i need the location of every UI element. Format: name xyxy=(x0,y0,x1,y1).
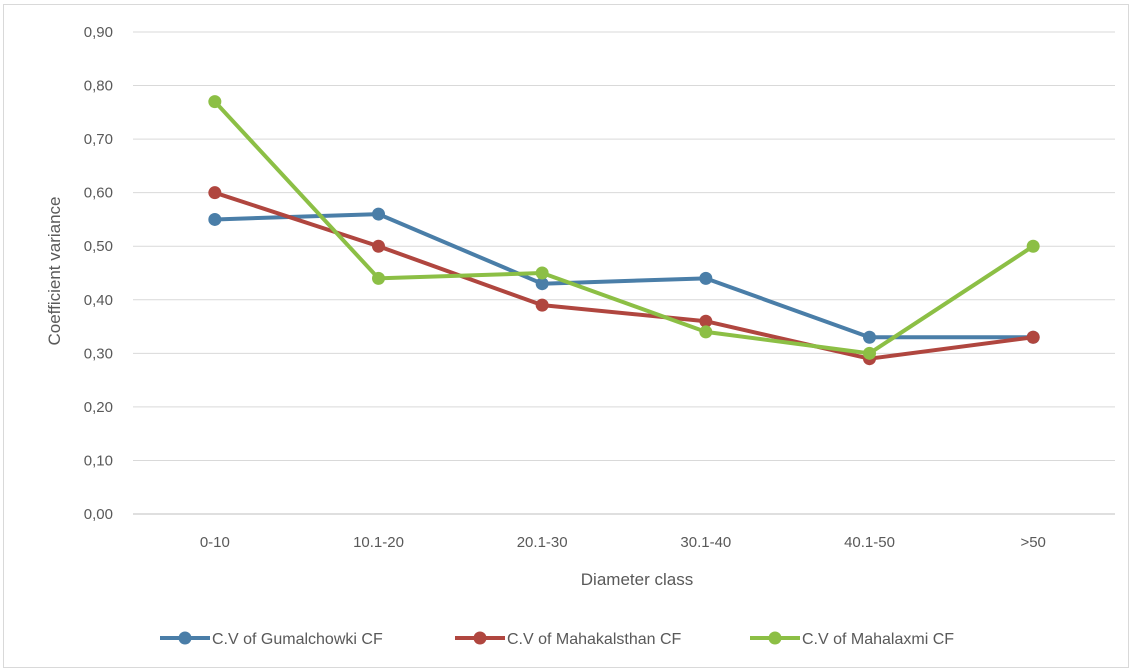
x-tick-label: 40.1-50 xyxy=(844,534,895,551)
x-tick-label: 20.1-30 xyxy=(517,534,568,551)
legend: C.V of Gumalchowki CF C.V of Mahakalsthan… xyxy=(160,631,954,648)
y-axis-ticks: 0,00 0,10 0,20 0,30 0,40 0,50 0,60 0,70 0,80 0,90 xyxy=(84,24,113,523)
x-tick-label: >50 xyxy=(1020,534,1045,551)
data-point xyxy=(1026,239,1040,253)
series-line xyxy=(212,99,1036,356)
data-point xyxy=(208,186,222,200)
legend-label: C.V of Mahakalsthan CF xyxy=(507,631,682,648)
y-tick-label: 0,80 xyxy=(84,78,113,95)
x-axis-ticks: 0-10 10.1-20 20.1-30 30.1-40 40.1-50 >50 xyxy=(200,534,1046,551)
data-point xyxy=(1026,330,1040,344)
x-tick-label: 10.1-20 xyxy=(353,534,404,551)
legend-label: C.V of Mahalaxmi CF xyxy=(802,631,954,648)
y-tick-label: 0,70 xyxy=(84,131,113,148)
data-point xyxy=(535,298,549,312)
y-tick-label: 0,00 xyxy=(84,506,113,523)
data-point xyxy=(699,271,713,285)
data-point xyxy=(535,266,549,280)
legend-marker xyxy=(768,631,782,645)
data-point xyxy=(535,277,549,291)
y-tick-label: 0,40 xyxy=(84,292,113,309)
legend-marker xyxy=(473,631,487,645)
data-point xyxy=(699,314,713,328)
y-tick-label: 0,20 xyxy=(84,399,113,416)
data-point xyxy=(208,95,222,109)
data-point xyxy=(372,207,385,221)
series-group xyxy=(208,95,1040,366)
y-axis-title: Coefficient variance xyxy=(45,197,64,346)
legend-item: C.V of Mahakalsthan CF xyxy=(455,631,682,648)
data-point xyxy=(372,271,385,285)
legend-label: C.V of Gumalchowki CF xyxy=(212,631,383,648)
y-tick-label: 0,50 xyxy=(84,238,113,255)
y-tick-label: 0,10 xyxy=(84,452,113,469)
gridlines xyxy=(133,31,1115,515)
data-point xyxy=(863,346,876,360)
x-axis-title: Diameter class xyxy=(581,570,693,589)
y-tick-label: 0,30 xyxy=(84,345,113,362)
x-tick-label: 0-10 xyxy=(200,534,230,551)
data-point xyxy=(208,212,222,226)
legend-item: C.V of Mahalaxmi CF xyxy=(750,631,954,648)
series-line xyxy=(212,190,1036,361)
data-point xyxy=(699,325,713,339)
series-3 xyxy=(208,95,1040,360)
legend-item: C.V of Gumalchowki CF xyxy=(160,631,383,648)
y-tick-label: 0,60 xyxy=(84,185,113,202)
data-point xyxy=(863,330,876,344)
x-tick-label: 30.1-40 xyxy=(680,534,731,551)
legend-marker xyxy=(178,631,192,645)
y-tick-label: 0,90 xyxy=(84,24,113,41)
data-point xyxy=(372,239,385,253)
